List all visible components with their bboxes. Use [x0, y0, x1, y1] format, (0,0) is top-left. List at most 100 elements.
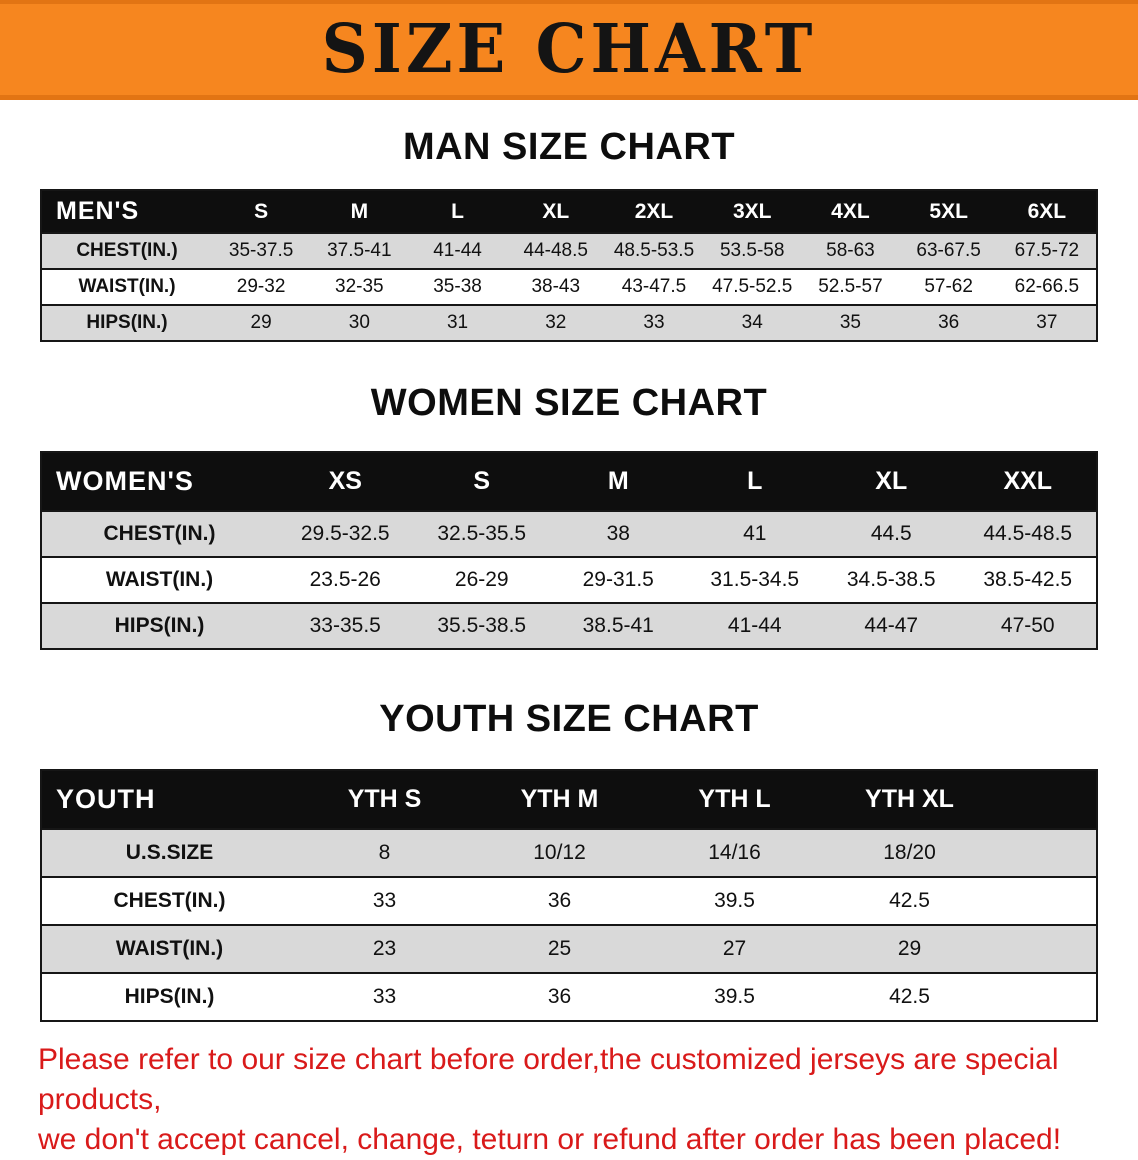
table-title-cell: YOUTH [56, 784, 156, 814]
table-header-row: YOUTH YTH S YTH M YTH L YTH XL [42, 771, 1096, 828]
table-row: CHEST(IN.) 29.5-32.5 32.5-35.5 38 41 44.5 44.5… [42, 510, 1096, 556]
table-row: WAIST(IN.) 23.5-26 26-29 29-31.5 31.5-34.5 34… [42, 556, 1096, 602]
size-header-cell: XL [875, 467, 908, 495]
row-label: HIPS(IN.) [124, 985, 215, 1008]
value-cell: 31 [446, 312, 469, 333]
value-cell: 35-37.5 [228, 240, 294, 261]
value-cell: 41 [743, 522, 767, 545]
value-cell: 23.5-26 [309, 568, 381, 591]
value-cell: 29-31.5 [582, 568, 654, 591]
table-row: WAIST(IN.) 23 25 27 29 [42, 924, 1096, 972]
value-cell: 44.5-48.5 [983, 522, 1073, 545]
value-cell: 67.5-72 [1014, 240, 1080, 261]
table-row: CHEST(IN.) 33 36 39.5 42.5 [42, 876, 1096, 924]
value-cell: 29.5-32.5 [300, 522, 390, 545]
value-cell: 39.5 [714, 889, 755, 912]
table-row: HIPS(IN.) 29 30 31 32 33 34 35 36 37 [42, 304, 1096, 340]
value-cell: 37.5-41 [327, 240, 392, 261]
value-cell: 42.5 [889, 889, 930, 912]
size-header-cell: XS [328, 467, 362, 495]
size-header-cell: L [747, 467, 763, 495]
size-header-cell: XL [542, 199, 570, 223]
table-header-row: MEN'S S M L XL 2XL 3XL 4XL 5XL 6XL [42, 191, 1096, 232]
value-cell: 47.5-52.5 [712, 276, 793, 297]
value-cell: 43-47.5 [621, 276, 687, 297]
footer-disclaimer-line2: we don't accept cancel, change, teturn o… [38, 1122, 1062, 1156]
table-row: HIPS(IN.) 33-35.5 35.5-38.5 38.5-41 41-44 44-… [42, 602, 1096, 648]
value-cell: 36 [547, 889, 572, 912]
value-cell: 44-48.5 [523, 240, 588, 261]
value-cell: 18/20 [883, 841, 936, 864]
value-cell: 38.5-41 [582, 614, 654, 637]
size-chart-banner: SIZE CHART [0, 0, 1138, 100]
table-header-row: WOMEN'S XS S M L XL XXL [42, 453, 1096, 510]
size-header-cell: M [350, 199, 369, 223]
row-label: HIPS(IN.) [86, 312, 168, 333]
section-heading-men: MAN SIZE CHART [402, 126, 736, 168]
row-label: CHEST(IN.) [76, 240, 178, 261]
value-cell: 26-29 [454, 568, 509, 591]
size-header-cell: 3XL [732, 199, 772, 223]
value-cell: 52.5-57 [818, 276, 883, 297]
page-title: SIZE CHART [321, 10, 817, 89]
size-header-cell: 5XL [929, 199, 968, 223]
size-header-cell: L [451, 199, 464, 223]
value-cell: 36 [938, 312, 960, 333]
value-cell: 23 [372, 937, 397, 960]
value-cell: 32-35 [335, 276, 384, 297]
size-header-cell: YTH S [347, 785, 422, 813]
size-header-cell: S [473, 467, 491, 495]
value-cell: 34.5-38.5 [846, 568, 936, 591]
footer-disclaimer: Please refer to our size chart before or… [38, 1040, 1100, 1160]
row-label: CHEST(IN.) [113, 889, 226, 912]
value-cell: 29-32 [236, 276, 286, 297]
value-cell: 47-50 [1000, 614, 1055, 637]
value-cell: 35.5-38.5 [437, 614, 527, 637]
value-cell: 58-63 [826, 240, 875, 261]
value-cell: 33-35.5 [309, 614, 381, 637]
value-cell: 57-62 [924, 276, 973, 297]
table-row: HIPS(IN.) 33 36 39.5 42.5 [42, 972, 1096, 1020]
value-cell: 32 [545, 312, 567, 333]
value-cell: 10/12 [533, 841, 586, 864]
row-label: HIPS(IN.) [114, 614, 205, 637]
value-cell: 44.5 [870, 522, 912, 545]
size-header-cell: YTH XL [865, 785, 954, 813]
table-row: U.S.SIZE 8 10/12 14/16 18/20 [42, 828, 1096, 876]
table-row: CHEST(IN.) 35-37.5 37.5-41 41-44 44-48.5 48.5… [42, 232, 1096, 268]
size-header-cell: S [254, 199, 269, 223]
value-cell: 27 [722, 937, 747, 960]
row-label: CHEST(IN.) [103, 522, 216, 545]
value-cell: 33 [643, 312, 665, 333]
value-cell: 29 [897, 937, 922, 960]
value-cell: 44-47 [864, 614, 919, 637]
value-cell: 38-43 [531, 276, 581, 297]
value-cell: 42.5 [889, 985, 930, 1008]
table-title-cell: MEN'S [56, 197, 140, 225]
value-cell: 41-44 [727, 614, 782, 637]
value-cell: 8 [378, 841, 391, 864]
row-label: WAIST(IN.) [115, 937, 224, 960]
section-heading-women: WOMEN SIZE CHART [370, 382, 768, 424]
size-header-cell: XXL [1003, 467, 1053, 495]
row-label: WAIST(IN.) [105, 568, 214, 591]
value-cell: 33 [372, 985, 397, 1008]
value-cell: 32.5-35.5 [437, 522, 527, 545]
women-size-table: WOMEN'S XS S M L XL XXL CHEST(IN.) 29.5-32.5 32.5… [40, 451, 1098, 650]
value-cell: 63-67.5 [916, 240, 981, 261]
value-cell: 41-44 [433, 240, 482, 261]
value-cell: 25 [547, 937, 572, 960]
men-size-table: MEN'S S M L XL 2XL 3XL 4XL 5XL 6XL CHEST(IN.) 35-37… [40, 189, 1098, 342]
size-header-cell: YTH M [520, 785, 599, 813]
value-cell: 38.5-42.5 [983, 568, 1073, 591]
value-cell: 35-38 [433, 276, 482, 297]
youth-size-table: YOUTH YTH S YTH M YTH L YTH XL U.S.SIZE 8 10/12… [40, 769, 1098, 1022]
value-cell: 14/16 [708, 841, 761, 864]
value-cell: 29 [250, 312, 272, 333]
row-label: U.S.SIZE [125, 841, 214, 864]
value-cell: 31.5-34.5 [710, 568, 800, 591]
table-title-cell: WOMEN'S [56, 466, 194, 496]
size-header-cell: 2XL [634, 199, 674, 223]
value-cell: 39.5 [714, 985, 755, 1008]
value-cell: 36 [547, 985, 572, 1008]
